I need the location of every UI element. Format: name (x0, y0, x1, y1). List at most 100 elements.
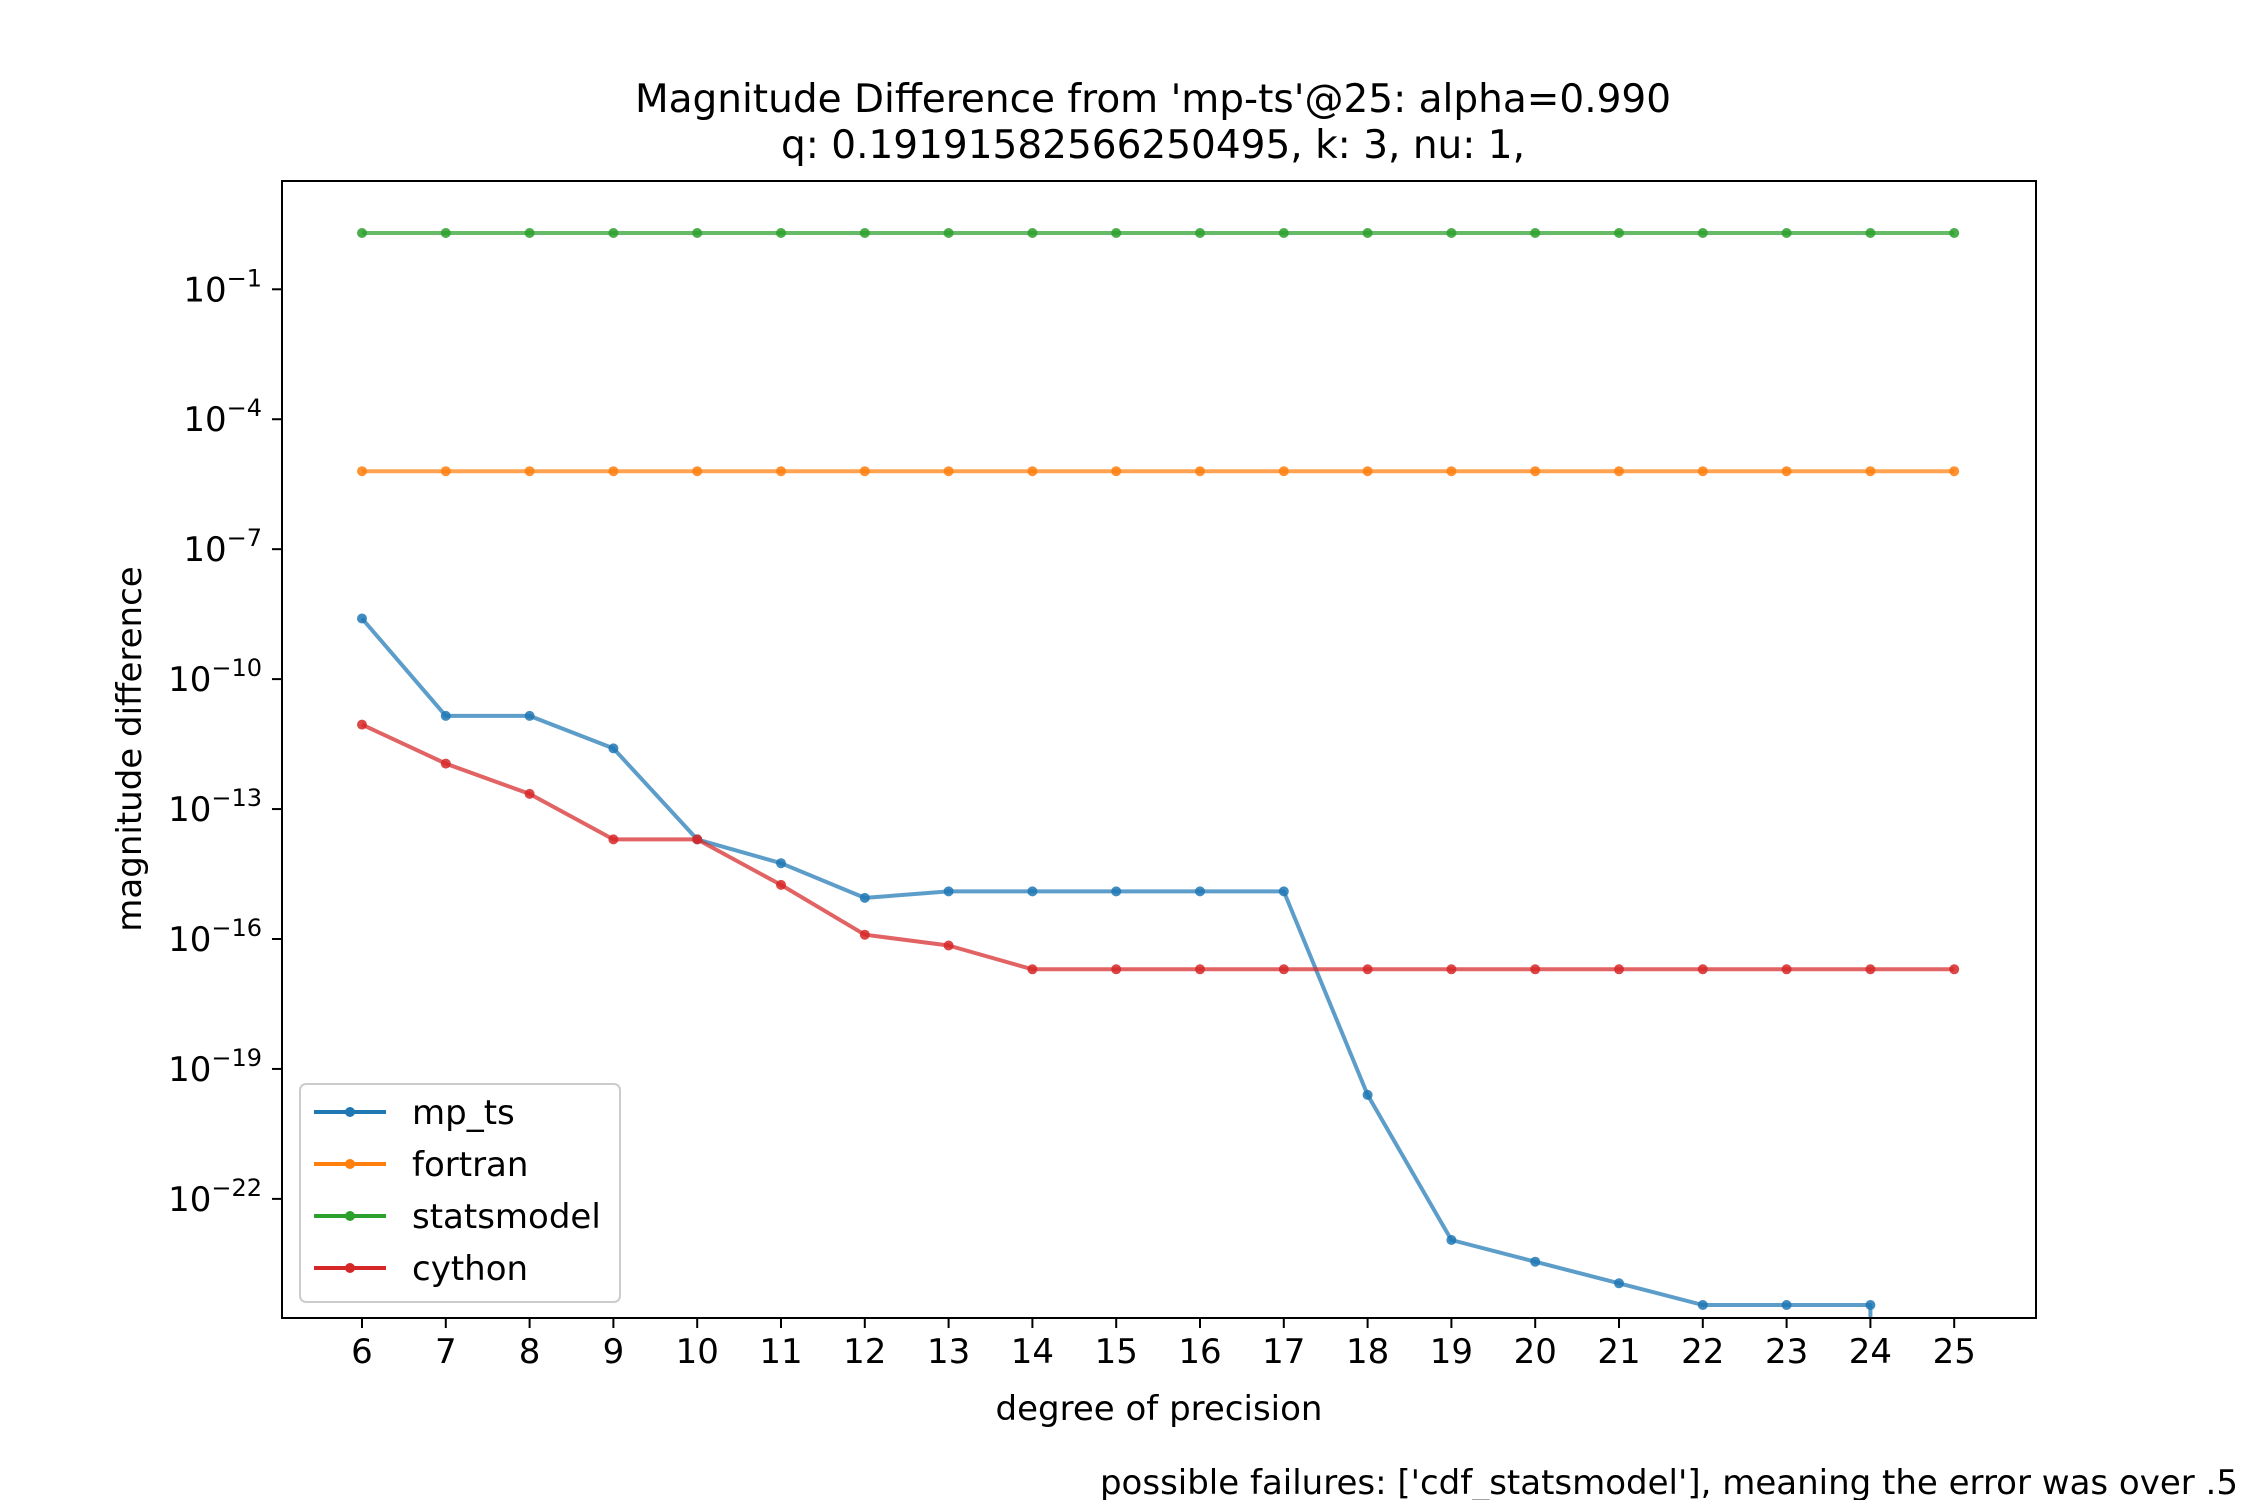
data-point-statsmodel (1278, 228, 1289, 238)
x-tick-label: 22 (1681, 1332, 1724, 1372)
data-point-fortran (1781, 466, 1792, 477)
data-point-statsmodel (1111, 228, 1122, 238)
x-tick-label: 23 (1765, 1332, 1808, 1372)
data-point-cython (1446, 964, 1457, 975)
x-tick-label: 7 (435, 1332, 457, 1372)
x-tick-label: 10 (676, 1332, 719, 1372)
data-point-cython (1614, 964, 1624, 975)
x-tick-label: 21 (1597, 1332, 1640, 1372)
data-point-mp-ts (1781, 1300, 1792, 1310)
data-point-cython (1362, 964, 1373, 975)
data-point-cython (692, 834, 703, 845)
data-point-statsmodel (692, 228, 703, 238)
data-point-statsmodel (1362, 228, 1373, 238)
data-point-cython (1781, 964, 1792, 975)
data-point-fortran (943, 466, 954, 477)
data-point-statsmodel (440, 228, 451, 238)
legend-label-mp-ts: mp_ts (412, 1093, 515, 1133)
data-point-fortran (1614, 466, 1624, 477)
data-point-statsmodel (943, 228, 954, 238)
data-point-cython (1195, 964, 1205, 975)
data-point-fortran (1111, 466, 1122, 477)
data-point-mp-ts (1111, 886, 1122, 897)
data-point-cython (1530, 964, 1541, 975)
data-point-fortran (357, 466, 367, 477)
x-tick-label: 14 (1011, 1332, 1054, 1372)
data-point-fortran (1195, 466, 1205, 477)
series-layer (357, 228, 1960, 1318)
x-tick-label: 8 (519, 1332, 541, 1372)
x-tick-label: 6 (351, 1332, 373, 1372)
x-tick-label: 12 (843, 1332, 886, 1372)
data-point-mp-ts (608, 743, 619, 754)
data-point-cython (776, 879, 786, 890)
data-point-statsmodel (1195, 228, 1205, 238)
x-tick-label: 25 (1933, 1332, 1976, 1372)
data-point-statsmodel (357, 228, 367, 238)
data-point-fortran (1865, 466, 1876, 477)
y-tick-label: 10−4 (183, 394, 262, 440)
data-point-cython (859, 929, 870, 940)
data-point-mp-ts (1614, 1278, 1624, 1289)
x-tick-label: 15 (1095, 1332, 1138, 1372)
data-point-mp-ts (776, 858, 786, 869)
legend-marker-cython (345, 1263, 355, 1273)
data-point-mp-ts (1195, 886, 1205, 897)
legend-box (299, 1083, 621, 1303)
x-tick-label: 17 (1262, 1332, 1305, 1372)
data-point-mp-ts (1362, 1089, 1373, 1100)
legend: mp_ts fortran statsmodel cython (299, 1083, 621, 1303)
legend-marker-statsmodel (345, 1211, 355, 1221)
chart-subtitle: q: 0.19191582566250495, k: 3, nu: 1, (781, 123, 1525, 168)
data-point-mp-ts (440, 710, 451, 721)
data-point-mp-ts (1027, 886, 1038, 897)
data-point-mp-ts (1446, 1235, 1457, 1245)
data-point-cython (1949, 964, 1960, 975)
data-point-statsmodel (608, 228, 619, 238)
data-point-statsmodel (1865, 228, 1876, 238)
data-point-fortran (1446, 466, 1457, 477)
series-line-cython (361, 722, 1955, 972)
data-point-mp-ts (1697, 1300, 1708, 1310)
x-axis-label: degree of precision (996, 1389, 1323, 1429)
legend-marker-mp-ts (345, 1107, 355, 1117)
data-point-statsmodel (524, 228, 535, 238)
data-point-mp-ts (943, 886, 954, 897)
x-tick-label: 19 (1430, 1332, 1473, 1372)
x-tick-label: 11 (759, 1332, 802, 1372)
footnote: possible failures: ['cdf_statsmodel'], m… (1100, 1463, 2238, 1500)
data-point-mp-ts (1530, 1256, 1541, 1267)
data-point-fortran (440, 466, 451, 477)
data-point-statsmodel (1781, 228, 1792, 238)
x-tick-label: 16 (1178, 1332, 1221, 1372)
data-point-fortran (608, 466, 619, 477)
data-point-cython (1697, 964, 1708, 975)
data-point-statsmodel (776, 228, 786, 238)
legend-label-fortran: fortran (412, 1145, 528, 1185)
data-point-statsmodel (1530, 228, 1541, 238)
data-point-cython (1278, 964, 1289, 975)
x-tick-label: 18 (1346, 1332, 1389, 1372)
data-point-cython (608, 834, 619, 845)
x-tick-label: 13 (927, 1332, 970, 1372)
data-point-mp-ts (1278, 886, 1289, 897)
data-point-fortran (1530, 466, 1541, 477)
data-point-statsmodel (1614, 228, 1624, 238)
x-tick-label: 9 (603, 1332, 625, 1372)
data-point-cython (943, 940, 954, 951)
chart-title: Magnitude Difference from 'mp-ts'@25: al… (635, 77, 1671, 122)
data-point-statsmodel (859, 228, 870, 238)
y-axis-label: magnitude difference (110, 566, 150, 931)
data-point-mp-ts (859, 892, 870, 903)
legend-label-cython: cython (412, 1249, 528, 1289)
data-point-statsmodel (1697, 228, 1708, 238)
x-tick-label: 24 (1849, 1332, 1892, 1372)
data-point-statsmodel (1949, 228, 1960, 238)
data-point-fortran (1697, 466, 1708, 477)
data-point-cython (357, 719, 367, 730)
data-point-fortran (1278, 466, 1289, 477)
data-point-cython (1027, 964, 1038, 975)
data-point-statsmodel (1446, 228, 1457, 238)
data-point-fortran (1362, 466, 1373, 477)
